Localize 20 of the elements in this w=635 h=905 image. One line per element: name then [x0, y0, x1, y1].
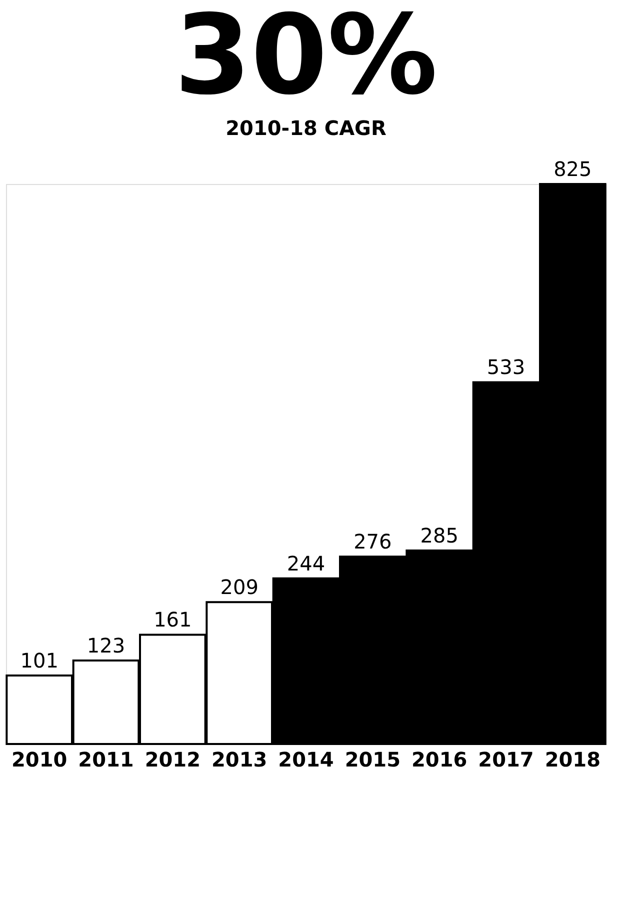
data-label: 285 [420, 524, 458, 548]
x-tick-label: 2016 [411, 748, 468, 772]
data-label: 825 [554, 157, 592, 181]
x-tick-label: 2018 [544, 748, 601, 772]
data-label: 209 [220, 575, 258, 600]
x-tick-label: 2015 [344, 748, 401, 772]
data-label: 244 [286, 551, 326, 576]
x-tick-label: 2014 [278, 748, 334, 772]
data-label: 161 [154, 608, 192, 632]
chart-subtitle: 2010-18 CAGR [226, 116, 386, 140]
data-label: 533 [486, 355, 526, 380]
data-label: 123 [86, 634, 126, 658]
x-tick-label: 2011 [78, 748, 134, 772]
x-tick-label: 2012 [144, 748, 201, 772]
data-label: 276 [354, 530, 392, 554]
x-tick-label: 2013 [211, 748, 268, 772]
x-tick-label: 2017 [478, 748, 534, 772]
data-label: 101 [20, 648, 58, 672]
x-tick-label: 2010 [11, 748, 68, 772]
chart-title: 30% [174, 0, 438, 119]
